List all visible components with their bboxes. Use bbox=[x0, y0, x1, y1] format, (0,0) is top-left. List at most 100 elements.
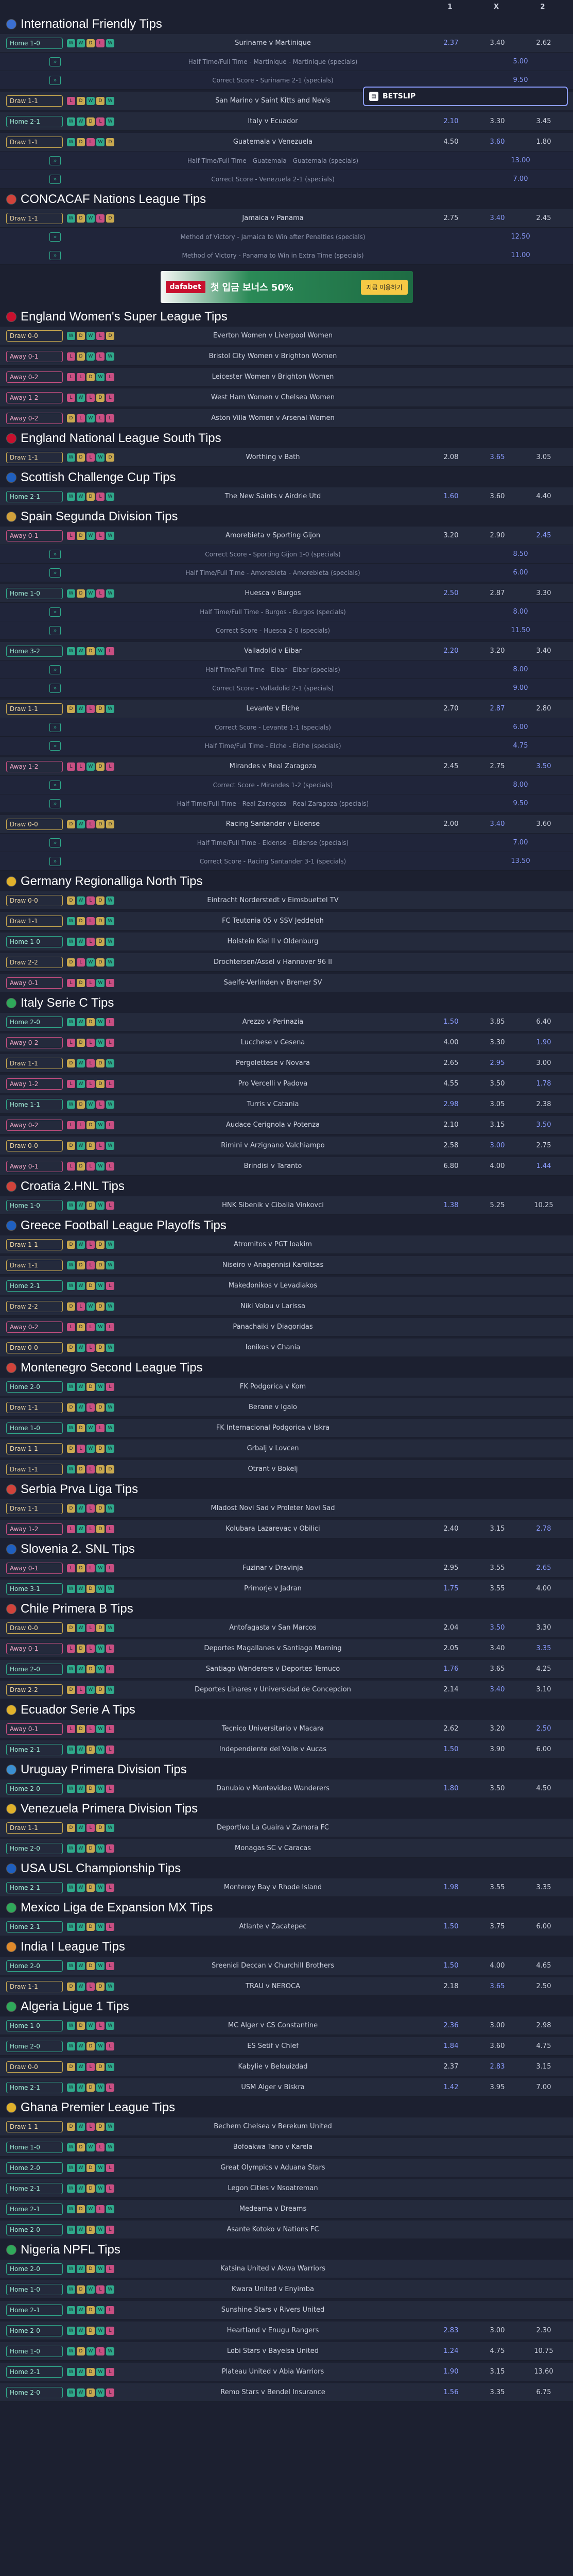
match-row[interactable]: Home 2-1 W W D W L Makedonikos v Levadiakos bbox=[0, 1277, 573, 1295]
odds-value-o2[interactable]: 4.75 bbox=[536, 2042, 551, 2050]
odds-value-ox[interactable]: 3.00 bbox=[490, 2022, 505, 2029]
match-teams[interactable]: Grbalj v Lovcen bbox=[247, 1445, 299, 1452]
match-row[interactable]: Draw 1-1 D W L D W Pergolettese v Novara 2.65 2.… bbox=[0, 1054, 573, 1073]
league-title[interactable]: India I League Tips bbox=[0, 1939, 573, 1955]
match-teams[interactable]: Santiago Wanderers v Deportes Temuco bbox=[205, 1665, 340, 1673]
match-teams[interactable]: Pergolettese v Novara bbox=[236, 1059, 310, 1067]
odds-value-o1[interactable]: 1.80 bbox=[443, 1785, 459, 1792]
match-teams[interactable]: Eintracht Norderstedt v Eimsbuettel TV bbox=[207, 896, 339, 904]
match-row[interactable]: Draw 1-1 D L W D W Grbalj v Lovcen bbox=[0, 1439, 573, 1458]
odds-value-ox[interactable]: 3.00 bbox=[490, 2327, 505, 2334]
match-row[interactable]: Home 2-0 W W D W L Danubio v Montevideo Wander… bbox=[0, 1780, 573, 1798]
match-row[interactable]: Away 0-2 L L D W L Audace Cerignola v Potenza 2… bbox=[0, 1116, 573, 1134]
odds-value-ox[interactable]: 2.83 bbox=[490, 2063, 505, 2071]
odds-value-o2[interactable]: 3.60 bbox=[536, 820, 551, 828]
odds-value-ox[interactable]: 3.40 bbox=[490, 39, 505, 47]
match-row[interactable]: Draw 1-1 D W L D W Atromitos v PGT Ioakim bbox=[0, 1235, 573, 1254]
match-row[interactable]: Away 1-2 L L W D L Mirandes v Real Zaragoza 2.4… bbox=[0, 757, 573, 776]
match-row[interactable]: Away 0-2 L L D W L Leicester Women v Brighton … bbox=[0, 368, 573, 386]
match-row[interactable]: Away 1-2 L W L D L Kolubara Lazarevac v Obilic… bbox=[0, 1520, 573, 1538]
odds-value-o2[interactable]: 1.44 bbox=[536, 1162, 551, 1170]
match-teams[interactable]: Great Olympics v Aduana Stars bbox=[220, 2164, 325, 2172]
match-row[interactable]: Away 0-1 L D L W L Tecnico Universitario v Mac… bbox=[0, 1720, 573, 1738]
odds-value-o1[interactable]: 2.37 bbox=[443, 39, 459, 47]
odds-value-ox[interactable]: 3.40 bbox=[490, 214, 505, 222]
match-teams[interactable]: Amorebieta v Sporting Gijon bbox=[225, 532, 321, 539]
odds-value-ox[interactable]: 3.00 bbox=[490, 1142, 505, 1149]
match-row[interactable]: Home 2-1 W W D L W Italy v Ecuador 2.10 3.30 3.45 bbox=[0, 112, 573, 131]
odds-value-ox[interactable]: 4.00 bbox=[490, 1962, 505, 1970]
match-teams[interactable]: Makedonikos v Levadiakos bbox=[228, 1282, 318, 1290]
match-row[interactable]: Away 0-2 L D L W L Lucchese v Cesena 4.00 3.30 1.… bbox=[0, 1033, 573, 1052]
match-row[interactable]: Away 0-2 D L W L L Aston Villa Women v Arsenal… bbox=[0, 409, 573, 428]
odds-value-o1[interactable]: 1.75 bbox=[443, 1585, 459, 1592]
match-teams[interactable]: Italy v Ecuador bbox=[248, 117, 298, 125]
match-row[interactable]: Draw 1-1 W D L D W Niseiro v Anagennisi Kardit… bbox=[0, 1256, 573, 1275]
match-row[interactable]: Home 1-0 W D W L W Huesca v Burgos 2.50 2.87 3.30 bbox=[0, 584, 573, 603]
match-teams[interactable]: Rimini v Arzignano Valchiampo bbox=[221, 1142, 325, 1149]
match-teams[interactable]: Independiente del Valle v Aucas bbox=[219, 1745, 327, 1753]
match-teams[interactable]: Danubio v Montevideo Wanderers bbox=[216, 1785, 330, 1792]
match-row[interactable]: Home 1-0 W D W L W MC Alger v CS Constantine 2.… bbox=[0, 2016, 573, 2035]
match-teams[interactable]: Saelfe-Verlinden v Bremer SV bbox=[223, 979, 322, 987]
match-teams[interactable]: Kolubara Lazarevac v Obilici bbox=[225, 1525, 320, 1533]
match-row[interactable]: Draw 0-0 D W L D D Racing Santander v Eldense 2… bbox=[0, 815, 573, 834]
odds-value-o2[interactable]: 6.00 bbox=[536, 1745, 551, 1753]
match-row[interactable]: Draw 1-1 D W L D W Levante v Elche 2.70 2.87 2.80 bbox=[0, 700, 573, 718]
odds-value-o2[interactable]: 2.30 bbox=[536, 2327, 551, 2334]
match-row[interactable]: Home 2-0 W W D W L FK Podgorica v Kom bbox=[0, 1378, 573, 1396]
match-teams[interactable]: Otrant v Bokelj bbox=[248, 1465, 298, 1473]
match-teams[interactable]: Aston Villa Women v Arsenal Women bbox=[211, 414, 335, 422]
odds-value-ox[interactable]: 3.40 bbox=[490, 1686, 505, 1693]
match-row[interactable]: Home 2-0 W W D W L Sreenidi Deccan v Churchill… bbox=[0, 1957, 573, 1975]
odds-value-o2[interactable]: 2.62 bbox=[536, 39, 551, 47]
match-teams[interactable]: Sunshine Stars v Rivers United bbox=[221, 2306, 325, 2314]
special-bet-row[interactable]: » Half Time/Full Time - Guatemala - Guate… bbox=[0, 151, 573, 170]
match-row[interactable]: Home 1-0 W D W L W Lobi Stars v Bayelsa United… bbox=[0, 2342, 573, 2361]
odds-value-ox[interactable]: 2.75 bbox=[490, 762, 505, 770]
odds-value-o1[interactable]: 2.14 bbox=[443, 1686, 459, 1693]
odds-value-o1[interactable]: 1.60 bbox=[443, 493, 459, 500]
odds-value-o2[interactable]: 3.10 bbox=[536, 1686, 551, 1693]
odds-value-ox[interactable]: 3.60 bbox=[490, 2042, 505, 2050]
match-teams[interactable]: FK Internacional Podgorica v Iskra bbox=[216, 1424, 330, 1432]
odds-value-o2[interactable]: 10.75 bbox=[534, 2347, 553, 2355]
odds-value-o1[interactable]: 2.00 bbox=[443, 820, 459, 828]
match-teams[interactable]: San Marino v Saint Kitts and Nevis bbox=[215, 97, 331, 105]
match-teams[interactable]: MC Alger v CS Constantine bbox=[228, 2022, 318, 2029]
match-teams[interactable]: Panachaiki v Diagoridas bbox=[233, 1323, 313, 1331]
match-teams[interactable]: Deportes Magallanes v Santiago Morning bbox=[204, 1645, 342, 1652]
odds-value-o2[interactable]: 4.25 bbox=[536, 1665, 551, 1673]
odds-value-o2[interactable]: 3.50 bbox=[536, 1121, 551, 1129]
match-teams[interactable]: Legon Cities v Nsoatreman bbox=[228, 2184, 318, 2192]
special-bet-row[interactable]: » Correct Score - Venezuela 2-1 (specials… bbox=[0, 170, 573, 189]
odds-value-o1[interactable]: 2.05 bbox=[443, 1645, 459, 1652]
special-bet-row[interactable]: » Correct Score - Sporting Gijon 1-0 (spe… bbox=[0, 545, 573, 564]
match-row[interactable]: Home 2-1 W D W L W Medeama v Dreams bbox=[0, 2200, 573, 2218]
odds-value-o2[interactable]: 2.78 bbox=[536, 1525, 551, 1533]
match-teams[interactable]: Valladolid v Eibar bbox=[244, 647, 302, 655]
match-teams[interactable]: Jamaica v Panama bbox=[242, 214, 304, 222]
match-teams[interactable]: Atromitos v PGT Ioakim bbox=[234, 1241, 312, 1248]
odds-value-ox[interactable]: 3.90 bbox=[490, 1745, 505, 1753]
odds-value-o2[interactable]: 3.35 bbox=[536, 1884, 551, 1891]
odds-value-o2[interactable]: 2.45 bbox=[536, 532, 551, 539]
odds-value-o2[interactable]: 6.00 bbox=[536, 1923, 551, 1930]
match-row[interactable]: Draw 1-1 W D L D W FC Teutonia 05 v SSV Jeddel… bbox=[0, 912, 573, 930]
special-bet-odds[interactable]: 8.00 bbox=[513, 781, 528, 789]
odds-value-ox[interactable]: 3.30 bbox=[490, 1039, 505, 1046]
odds-value-o1[interactable]: 1.98 bbox=[443, 1884, 459, 1891]
match-teams[interactable]: Remo Stars v Bendel Insurance bbox=[220, 2388, 325, 2396]
odds-value-o1[interactable]: 1.76 bbox=[443, 1665, 459, 1673]
match-row[interactable]: Home 1-0 W W D L W Suriname v Martinique 2.37 3.… bbox=[0, 34, 573, 53]
odds-value-o1[interactable]: 3.20 bbox=[443, 532, 459, 539]
special-bet-odds[interactable]: 12.50 bbox=[511, 233, 530, 241]
match-row[interactable]: Draw 1-1 D W L D W Mladost Novi Sad v Proleter… bbox=[0, 1499, 573, 1518]
odds-value-o1[interactable]: 1.24 bbox=[443, 2347, 459, 2355]
league-title[interactable]: Ghana Premier League Tips bbox=[0, 2100, 573, 2115]
odds-value-ox[interactable]: 3.40 bbox=[490, 1645, 505, 1652]
match-row[interactable]: Draw 1-1 W D L D D Otrant v Bokelj bbox=[0, 1460, 573, 1479]
league-title[interactable]: Venezuela Primera Division Tips bbox=[0, 1801, 573, 1817]
special-bet-row[interactable]: » Method of Victory - Panama to Win in Ex… bbox=[0, 246, 573, 265]
odds-value-o2[interactable]: 13.60 bbox=[534, 2368, 553, 2376]
